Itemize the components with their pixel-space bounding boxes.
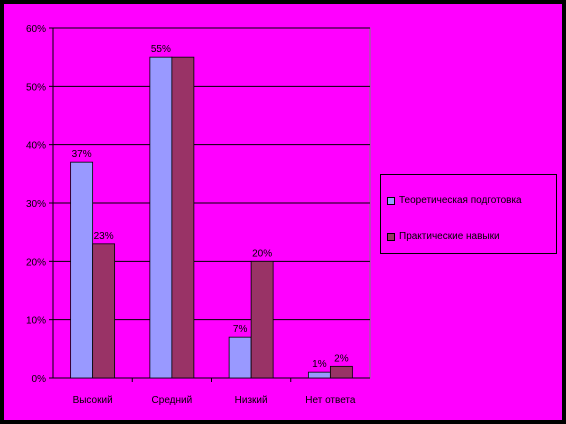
y-tick-label: 50%: [26, 82, 46, 93]
data-label: 23%: [94, 231, 114, 242]
legend-entry-theory: Теоретическая подготовка: [387, 195, 522, 206]
data-label: 37%: [72, 149, 92, 160]
data-label: 1%: [312, 359, 327, 370]
bar-theory: [149, 56, 173, 379]
legend-label-theory: Теоретическая подготовка: [399, 195, 522, 206]
legend-label-practice: Практические навыки: [399, 231, 500, 242]
y-tick-label: 10%: [26, 316, 46, 327]
bar-practice: [250, 260, 274, 379]
legend-swatch-practice: [387, 232, 395, 241]
y-tick-label: 40%: [26, 141, 46, 152]
bar-theory: [228, 336, 252, 379]
legend: Теоретическая подготовка Практические на…: [380, 174, 557, 254]
category-label: Средний: [152, 395, 193, 406]
category-label: Высокий: [73, 395, 113, 406]
y-tick-label: 60%: [26, 24, 46, 35]
bar-practice: [329, 365, 353, 379]
data-label: 20%: [252, 248, 272, 259]
y-tick-label: 30%: [26, 199, 46, 210]
bar-practice: [171, 56, 195, 379]
y-tick-label: 20%: [26, 257, 46, 268]
legend-swatch-theory: [387, 196, 395, 205]
chart-area: 0% 10% 20% 30% 40% 50% 60% 37% 23% Высокий 55% Сред…: [4, 4, 562, 420]
bar-theory: [70, 161, 94, 379]
category-label: Низкий: [235, 395, 268, 406]
y-tick-label: 0%: [32, 374, 47, 385]
data-label: 7%: [233, 324, 248, 335]
bar-theory: [307, 371, 331, 379]
category-label: Нет ответа: [305, 395, 356, 406]
bar-practice: [92, 243, 116, 379]
data-label: 2%: [334, 353, 349, 364]
legend-entry-practice: Практические навыки: [387, 231, 500, 242]
plot-area: 0% 10% 20% 30% 40% 50% 60% 37% 23% Высокий 55% Сред…: [26, 24, 371, 406]
data-label: 55%: [151, 44, 171, 55]
